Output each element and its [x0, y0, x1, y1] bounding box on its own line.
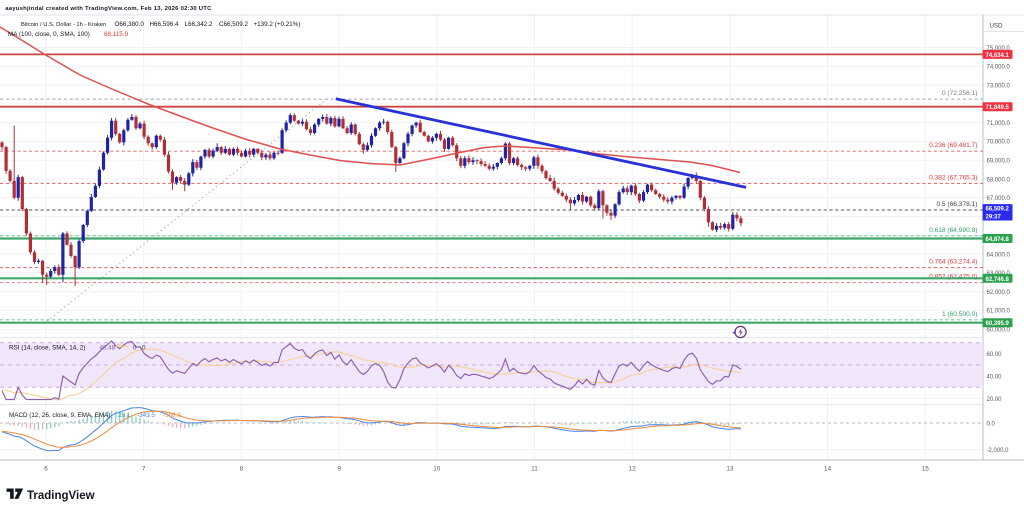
svg-text:TradingView: TradingView — [27, 490, 95, 502]
svg-text:0.764 (63,274.4): 0.764 (63,274.4) — [929, 259, 977, 266]
svg-text:29:37: 29:37 — [986, 215, 1002, 221]
svg-text:67,000.0: 67,000.0 — [987, 196, 1011, 202]
svg-text:0.0: 0.0 — [987, 421, 996, 427]
svg-text:6: 6 — [44, 465, 48, 472]
svg-text:8: 8 — [240, 465, 244, 472]
svg-text:-343.5: -343.5 — [137, 412, 155, 419]
svg-text:40.00: 40.00 — [987, 375, 1003, 381]
svg-text:0: 0 — [133, 345, 137, 352]
svg-text:71,000.0: 71,000.0 — [987, 121, 1011, 127]
svg-text:10: 10 — [433, 465, 441, 472]
svg-text:7: 7 — [142, 465, 146, 472]
svg-text:61,000.0: 61,000.0 — [987, 309, 1011, 315]
svg-text:48.48: 48.48 — [100, 345, 116, 352]
svg-text:C66,509.2: C66,509.2 — [219, 21, 249, 28]
svg-text:0 (72,256.1): 0 (72,256.1) — [942, 90, 978, 97]
svg-text:74,000.0: 74,000.0 — [987, 65, 1011, 71]
svg-text:0.5 (66,378.1): 0.5 (66,378.1) — [936, 201, 977, 208]
svg-text:20.00: 20.00 — [987, 397, 1003, 403]
svg-text:+139.2 (+0.21%): +139.2 (+0.21%) — [254, 21, 301, 28]
svg-text:60.00: 60.00 — [987, 352, 1003, 358]
svg-text:11: 11 — [531, 465, 538, 472]
svg-text:28.1: 28.1 — [118, 412, 131, 419]
svg-text:14: 14 — [824, 465, 832, 472]
svg-text:0: 0 — [142, 345, 146, 352]
svg-text:62,000.0: 62,000.0 — [987, 290, 1011, 296]
svg-text:aayushjindal created with Trad: aayushjindal created with TradingView.co… — [5, 6, 212, 12]
svg-text:1 (60,500.0): 1 (60,500.0) — [942, 311, 978, 318]
svg-text:Bitcoin / U.S. Dollar - 1h - K: Bitcoin / U.S. Dollar - 1h - Kraken — [21, 22, 106, 28]
svg-text:68,000.0: 68,000.0 — [987, 177, 1011, 183]
svg-text:15: 15 — [922, 465, 930, 472]
svg-text:66,509.2: 66,509.2 — [986, 207, 1010, 213]
svg-text:62,746.8: 62,746.8 — [986, 277, 1010, 283]
svg-text:9: 9 — [337, 465, 341, 472]
svg-text:12: 12 — [629, 465, 637, 472]
svg-text:-2,000.0: -2,000.0 — [987, 448, 1010, 454]
svg-text:0.382 (67,765.3): 0.382 (67,765.3) — [929, 174, 977, 181]
svg-text:64,000.0: 64,000.0 — [987, 252, 1011, 258]
svg-text:74,634.1: 74,634.1 — [986, 53, 1010, 59]
svg-text:70,000.0: 70,000.0 — [987, 140, 1011, 146]
svg-text:L66,342.2: L66,342.2 — [185, 21, 214, 28]
svg-text:60,395.9: 60,395.9 — [986, 321, 1010, 327]
svg-text:60,000.0: 60,000.0 — [987, 328, 1011, 334]
svg-text:-368.9: -368.9 — [163, 412, 181, 419]
svg-text:71,849.5: 71,849.5 — [986, 105, 1010, 111]
svg-text:69,000.0: 69,000.0 — [987, 159, 1011, 165]
svg-text:USD: USD — [990, 22, 1004, 29]
svg-text:MACD (12, 26, close, 9, EMA, E: MACD (12, 26, close, 9, EMA, EMA) — [9, 412, 110, 419]
svg-text:75,000.0: 75,000.0 — [987, 46, 1011, 52]
svg-text:64,874.8: 64,874.8 — [986, 237, 1010, 243]
svg-text:O66,380.0: O66,380.0 — [115, 21, 145, 28]
svg-text:RSI (14, close, SMA, 14, 2): RSI (14, close, SMA, 14, 2) — [9, 345, 85, 352]
svg-text:13: 13 — [726, 465, 734, 472]
svg-text:H66,596.4: H66,596.4 — [150, 21, 180, 28]
svg-text:0.236 (69,481.7): 0.236 (69,481.7) — [929, 142, 977, 149]
svg-text:68,115.9: 68,115.9 — [104, 31, 129, 38]
svg-text:MA (100, close, 0, SMA, 100): MA (100, close, 0, SMA, 100) — [8, 31, 90, 38]
svg-text:73,000.0: 73,000.0 — [987, 83, 1011, 89]
svg-text:0.618 (64,990.8): 0.618 (64,990.8) — [929, 227, 977, 234]
